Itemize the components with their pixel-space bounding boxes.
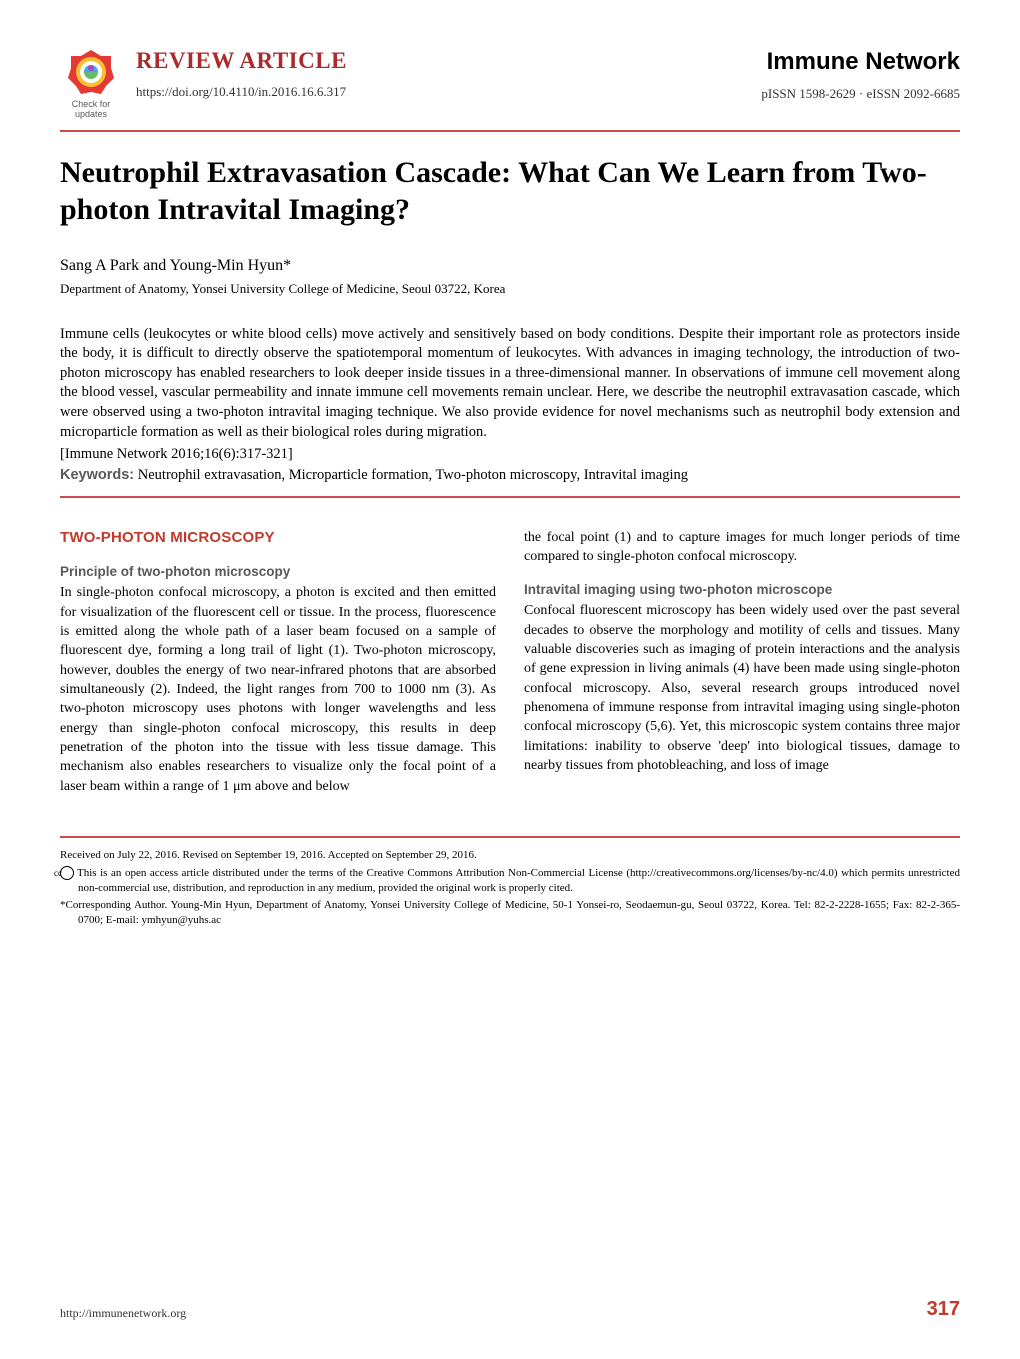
subsection-heading-2: Intravital imaging using two-photon micr… [524, 581, 960, 600]
page-number: 317 [927, 1298, 960, 1321]
article-title: Neutrophil Extravasation Cascade: What C… [60, 154, 960, 229]
section-heading: TWO-PHOTON MICROSCOPY [60, 528, 496, 549]
header-right: Immune Network pISSN 1598-2629 · eISSN 2… [761, 48, 960, 102]
keywords-text: Neutrophil extravasation, Microparticle … [134, 467, 688, 483]
footer-notes: Received on July 22, 2016. Revised on Se… [60, 848, 960, 928]
crossmark-icon [66, 48, 116, 98]
abstract: Immune cells (leukocytes or white blood … [60, 325, 960, 442]
body-paragraph: In single-photon confocal microscopy, a … [60, 583, 496, 795]
cc-icon: cc [60, 866, 74, 880]
divider-mid [60, 496, 960, 498]
header-main: REVIEW ARTICLE https://doi.org/10.4110/i… [136, 48, 960, 102]
issn-text: pISSN 1598-2629 · eISSN 2092-6685 [761, 86, 960, 102]
citation: [Immune Network 2016;16(6):317-321] [60, 446, 960, 463]
authors: Sang A Park and Young-Min Hyun* [60, 257, 960, 275]
check-updates-badge[interactable]: Check for updates [60, 48, 122, 120]
page-footer: http://immunenetwork.org 317 [60, 1298, 960, 1321]
license-body: This is an open access article distribut… [77, 867, 960, 894]
affiliation: Department of Anatomy, Yonsei University… [60, 281, 960, 297]
header-left: REVIEW ARTICLE https://doi.org/10.4110/i… [136, 48, 347, 100]
body-columns: TWO-PHOTON MICROSCOPY Principle of two-p… [60, 528, 960, 810]
page-header: Check for updates REVIEW ARTICLE https:/… [60, 48, 960, 120]
license-text: ccThis is an open access article distrib… [60, 866, 960, 896]
column-left: TWO-PHOTON MICROSCOPY Principle of two-p… [60, 528, 496, 810]
check-updates-label: Check for updates [60, 100, 122, 120]
received-dates: Received on July 22, 2016. Revised on Se… [60, 848, 960, 863]
journal-name: Immune Network [761, 48, 960, 76]
article-type: REVIEW ARTICLE [136, 48, 347, 74]
divider-bottom [60, 836, 960, 838]
doi-link[interactable]: https://doi.org/10.4110/in.2016.16.6.317 [136, 84, 347, 100]
keywords-label: Keywords: [60, 467, 134, 483]
body-paragraph: the focal point (1) and to capture image… [524, 528, 960, 567]
body-paragraph: Confocal fluorescent microscopy has been… [524, 601, 960, 775]
column-right: the focal point (1) and to capture image… [524, 528, 960, 810]
corresponding-author: *Corresponding Author. Young-Min Hyun, D… [60, 898, 960, 928]
divider-top [60, 130, 960, 132]
subsection-heading-1: Principle of two-photon microscopy [60, 563, 496, 582]
keywords-line: Keywords: Neutrophil extravasation, Micr… [60, 467, 960, 484]
footer-url[interactable]: http://immunenetwork.org [60, 1306, 186, 1321]
